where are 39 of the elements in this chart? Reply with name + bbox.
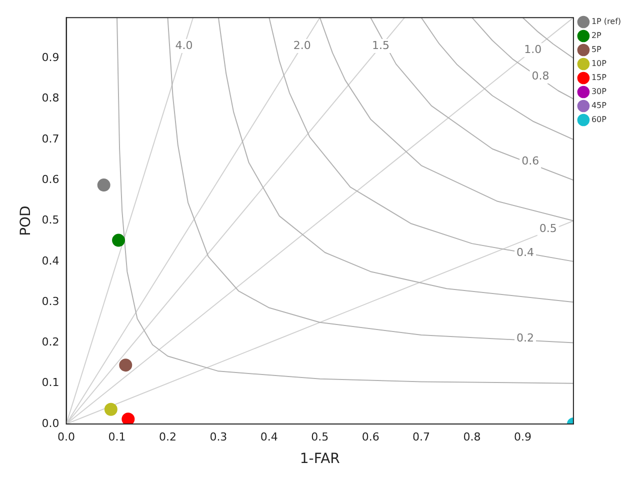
y-tick-label: 0.0: [42, 416, 60, 430]
y-tick-label: 0.2: [42, 336, 60, 349]
legend-label: 1P (ref): [591, 17, 622, 26]
y-axis-title: POD: [18, 206, 34, 236]
annotation: 0.4: [516, 246, 534, 260]
y-tick-label: 0.9: [42, 51, 60, 64]
legend-label: 10P: [591, 59, 607, 68]
annotation: 1.0: [524, 42, 542, 56]
legend-label: 45P: [591, 101, 607, 110]
x-tick-label: 0.9: [514, 430, 532, 444]
annotation: 2.0: [293, 38, 311, 52]
x-tick-label: 0.3: [210, 430, 228, 444]
y-tick-label: 0.1: [42, 376, 60, 390]
annotation: 0.6: [522, 154, 540, 168]
legend-label: 2P: [591, 31, 602, 40]
x-tick-label: 0.1: [108, 430, 126, 444]
legend-label: 30P: [591, 87, 607, 96]
y-tick-label: 0.7: [42, 132, 60, 146]
x-tick-label: 0.6: [362, 430, 380, 444]
x-tick-label: 0.2: [158, 430, 176, 444]
y-tick-label: 0.6: [42, 173, 60, 186]
legend-label: 5P: [591, 45, 602, 54]
annotation: 0.2: [516, 332, 534, 345]
legend-label: 60P: [591, 115, 607, 124]
x-tick-label: 0.8: [463, 430, 481, 444]
annotation: 1.5: [372, 38, 390, 52]
x-tick-label: 0.4: [260, 430, 278, 444]
x-tick-label: 0.0: [58, 430, 76, 444]
x-tick-label: 0.7: [412, 430, 430, 444]
y-tick-label: 0.8: [42, 92, 60, 105]
annotation: 0.5: [539, 222, 557, 235]
y-tick-label: 0.4: [42, 254, 60, 268]
y-tick-label: 0.5: [42, 214, 60, 227]
annotation: 0.8: [532, 69, 550, 82]
y-tick-label: 0.3: [42, 294, 60, 308]
x-tick-label: 0.5: [311, 430, 329, 444]
x-axis-title: 1-FAR: [300, 451, 340, 468]
legend-label: 15P: [591, 73, 607, 82]
annotation: 4.0: [175, 38, 193, 52]
